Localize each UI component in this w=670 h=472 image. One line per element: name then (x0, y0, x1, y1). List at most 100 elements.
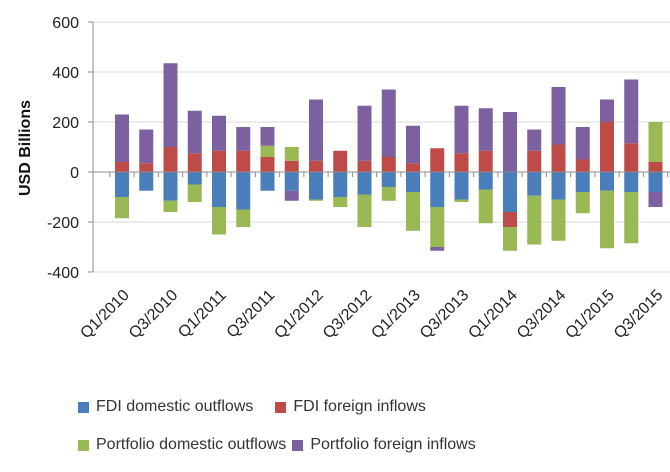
bar-portfolio-domestic-outflows (187, 184, 202, 202)
legend-swatch-fdi-domestic-outflows (78, 401, 89, 413)
bar-fdi-foreign-inflows (406, 163, 420, 172)
bar-fdi-domestic-outflows (139, 172, 154, 191)
bar-fdi-domestic-outflows (381, 172, 396, 187)
bar-portfolio-foreign-inflows (527, 129, 542, 151)
bar-fdi-domestic-outflows (236, 172, 251, 210)
bar-portfolio-domestic-outflows (600, 190, 614, 249)
bar-portfolio-foreign-inflows (187, 110, 202, 154)
y-tick-label: -400 (47, 265, 79, 282)
bar-portfolio-foreign-inflows (575, 127, 590, 160)
bar-portfolio-foreign-inflows (430, 247, 445, 251)
bar-fdi-domestic-outflows (648, 172, 663, 192)
bar-fdi-foreign-inflows (260, 157, 275, 172)
bar-fdi-foreign-inflows (575, 159, 590, 172)
bar-fdi-foreign-inflows (430, 148, 445, 172)
bar-portfolio-domestic-outflows (648, 122, 663, 162)
bar-portfolio-foreign-inflows (260, 127, 275, 146)
bar-portfolio-foreign-inflows (503, 112, 517, 172)
bar-portfolio-foreign-inflows (284, 190, 299, 201)
bar-portfolio-foreign-inflows (212, 115, 226, 151)
y-tick-label: 600 (52, 15, 79, 32)
bar-fdi-domestic-outflows (551, 172, 566, 200)
x-tick-label: Q3/2011 (224, 287, 279, 342)
bar-portfolio-domestic-outflows (478, 189, 493, 224)
bar-fdi-foreign-inflows (284, 160, 299, 172)
bar-portfolio-domestic-outflows (333, 197, 348, 207)
bar-portfolio-foreign-inflows (163, 63, 178, 147)
legend-label-portfolio-domestic-outflows: Portfolio domestic outflows (96, 436, 287, 453)
bar-fdi-foreign-inflows (648, 162, 663, 172)
bar-portfolio-domestic-outflows (381, 187, 396, 201)
bar-portfolio-foreign-inflows (478, 108, 493, 151)
legend-label-fdi-foreign-inflows: FDI foreign inflows (293, 398, 426, 415)
legend-item-fdi-domestic-outflows: FDI domestic outflows (78, 398, 253, 416)
bar-fdi-foreign-inflows (503, 212, 517, 227)
x-tick-label: Q3/2014 (514, 287, 569, 342)
x-tick-label: Q3/2013 (417, 287, 472, 342)
bar-portfolio-domestic-outflows (212, 207, 226, 235)
bar-fdi-domestic-outflows (430, 172, 445, 207)
bar-fdi-domestic-outflows (284, 172, 299, 191)
bar-portfolio-foreign-inflows (381, 89, 396, 157)
bar-fdi-domestic-outflows (454, 172, 469, 200)
y-tick-label: 400 (52, 65, 79, 82)
y-tick-label: -200 (47, 215, 79, 232)
bar-fdi-foreign-inflows (478, 150, 493, 172)
bar-portfolio-domestic-outflows (115, 197, 129, 219)
bar-fdi-foreign-inflows (115, 162, 129, 172)
bar-portfolio-foreign-inflows (648, 192, 663, 207)
bar-fdi-foreign-inflows (381, 157, 396, 172)
bar-fdi-domestic-outflows (115, 172, 129, 197)
bar-fdi-domestic-outflows (309, 172, 323, 200)
bar-portfolio-foreign-inflows (454, 105, 469, 154)
x-tick-label: Q3/2010 (126, 287, 181, 342)
y-axis-label: USD Billions (17, 100, 34, 196)
bar-portfolio-foreign-inflows (551, 87, 566, 145)
x-tick-label: Q1/2012 (271, 287, 326, 342)
x-tick-labels: Q1/2010Q3/2010Q1/2011Q3/2011Q1/2012Q3/20… (77, 287, 666, 342)
bar-portfolio-foreign-inflows (309, 99, 323, 161)
bar-fdi-domestic-outflows (503, 172, 517, 212)
bar-fdi-domestic-outflows (187, 172, 202, 185)
bar-portfolio-domestic-outflows (163, 200, 178, 212)
x-tick-label: Q3/2015 (611, 287, 666, 342)
bar-fdi-domestic-outflows (163, 172, 178, 201)
bar-fdi-domestic-outflows (527, 172, 542, 196)
bar-fdi-foreign-inflows (624, 143, 639, 172)
legend-row-1: FDI domestic outflows FDI foreign inflow… (78, 396, 638, 418)
x-tick-label: Q1/2011 (175, 287, 230, 342)
bar-portfolio-domestic-outflows (357, 194, 372, 227)
bar-fdi-foreign-inflows (454, 153, 469, 172)
legend-row-2: Portfolio domestic outflows Portfolio fo… (78, 434, 638, 456)
bar-fdi-foreign-inflows (187, 153, 202, 172)
bar-fdi-foreign-inflows (551, 144, 566, 172)
bar-portfolio-domestic-outflows (260, 145, 275, 157)
bar-fdi-domestic-outflows (406, 172, 420, 192)
legend-swatch-fdi-foreign-inflows (275, 401, 287, 413)
bar-fdi-domestic-outflows (575, 172, 590, 192)
legend-item-portfolio-foreign-inflows: Portfolio foreign inflows (292, 436, 476, 454)
bar-fdi-foreign-inflows (309, 160, 323, 172)
bar-portfolio-domestic-outflows (406, 192, 420, 231)
bar-fdi-foreign-inflows (163, 147, 178, 172)
bar-portfolio-foreign-inflows (406, 125, 420, 164)
bar-stacks (115, 63, 663, 251)
x-tick-label: Q1/2013 (368, 287, 423, 342)
legend-swatch-portfolio-domestic-outflows (78, 439, 89, 451)
bar-portfolio-foreign-inflows (236, 127, 251, 151)
x-tick-label: Q3/2012 (320, 287, 375, 342)
bar-portfolio-domestic-outflows (527, 195, 542, 245)
x-tick-label: Q1/2014 (465, 287, 520, 342)
bar-fdi-domestic-outflows (212, 172, 226, 207)
x-tick-label: Q1/2010 (77, 287, 132, 342)
y-tick-label: 200 (52, 115, 79, 132)
bar-portfolio-domestic-outflows (284, 147, 299, 161)
bar-fdi-domestic-outflows (333, 172, 348, 197)
bar-portfolio-domestic-outflows (454, 199, 469, 202)
bar-fdi-foreign-inflows (333, 150, 348, 172)
bar-fdi-foreign-inflows (236, 150, 251, 172)
legend-label-fdi-domestic-outflows: FDI domestic outflows (96, 398, 254, 415)
bar-fdi-foreign-inflows (600, 122, 614, 172)
axes (88, 21, 670, 273)
